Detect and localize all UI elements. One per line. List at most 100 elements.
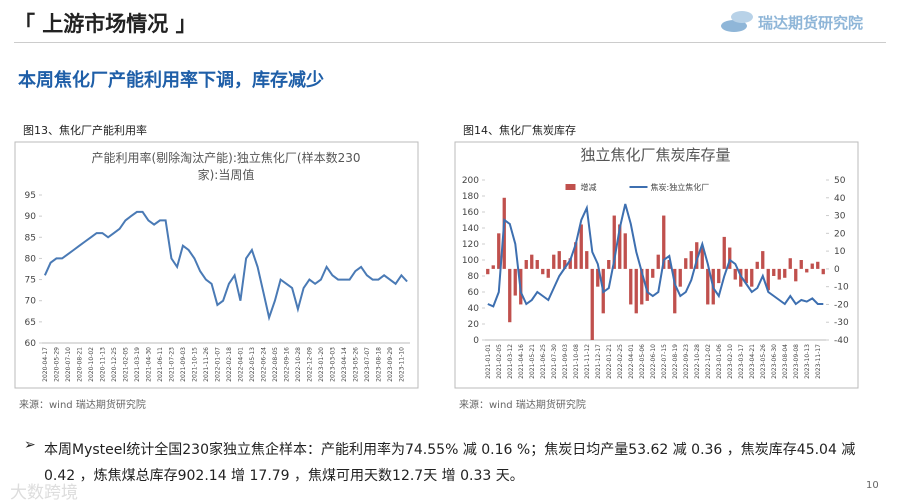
bar <box>552 254 556 269</box>
bar <box>755 261 759 269</box>
bar <box>579 224 583 269</box>
chart-title: 家):当周值 <box>198 167 255 182</box>
bar <box>530 254 534 269</box>
y2-tick-label: 0 <box>834 265 840 275</box>
x-tick-label: 2021-04-30 <box>145 347 152 382</box>
summary: 本周Mysteel统计全国230家独立焦企样本：产能利用率为74.55% 减 0… <box>44 442 856 484</box>
x-tick-label: 2023-08-04 <box>782 344 789 379</box>
y-tick-label: 75 <box>25 276 36 286</box>
bar <box>634 268 638 314</box>
x-tick-label: 2020-12-25 <box>111 347 118 382</box>
y2-tick-label: -40 <box>834 336 849 346</box>
x-tick-label: 2021-10-15 <box>191 347 198 382</box>
bar <box>662 215 666 269</box>
chart-title: 独立焦化厂焦炭库存量 <box>580 146 730 164</box>
y-tick-label: 200 <box>462 176 479 186</box>
bar <box>783 268 787 278</box>
x-tick-label: 2021-01-01 <box>485 344 492 379</box>
x-tick-label: 2023-06-30 <box>771 344 778 379</box>
x-tick-label: 2023-10-13 <box>804 344 811 379</box>
y-tick-label: 60 <box>25 339 37 349</box>
bar <box>761 251 765 269</box>
y-tick-label: 80 <box>468 272 480 282</box>
y-tick-label: 40 <box>468 304 480 314</box>
x-tick-label: 2023-04-21 <box>749 344 756 379</box>
x-tick-label: 2022-02-25 <box>617 344 624 379</box>
bar <box>667 260 671 269</box>
y-tick-label: 80 <box>25 254 37 264</box>
x-tick-label: 2021-12-17 <box>595 344 602 379</box>
chart-caption: 图13、焦化厂产能利用率 <box>23 123 147 137</box>
line <box>43 210 408 322</box>
x-tick-label: 2022-09-23 <box>683 344 690 379</box>
bar <box>574 242 578 269</box>
x-tick-label: 2023-05-26 <box>760 344 767 379</box>
bar <box>794 268 798 282</box>
x-tick-label: 2022-04-01 <box>628 344 635 379</box>
y-tick-label: 140 <box>462 224 479 234</box>
bar <box>733 268 737 280</box>
bar <box>546 268 550 278</box>
chart-frame <box>454 141 859 389</box>
bar <box>612 215 616 269</box>
watermark: 大数跨境 <box>10 483 78 503</box>
legend-label: 增减 <box>581 182 597 192</box>
x-tick-label: 2022-05-13 <box>249 347 256 382</box>
bar <box>700 247 704 269</box>
x-tick-label: 2023-09-29 <box>387 347 394 382</box>
x-tick-label: 2023-02-10 <box>727 344 734 379</box>
x-tick-label: 2022-01-21 <box>606 344 613 379</box>
bar <box>799 260 803 269</box>
bar <box>486 268 490 275</box>
y2-tick-label: 30 <box>834 212 846 222</box>
bullet: ➢ <box>24 437 36 453</box>
bar <box>728 247 732 269</box>
y-tick-label: 65 <box>25 318 36 328</box>
bar <box>739 268 743 287</box>
bar <box>678 268 682 287</box>
bar <box>810 263 814 269</box>
y-tick-label: 120 <box>462 240 479 250</box>
x-tick-label: 2023-05-26 <box>352 347 359 382</box>
x-tick-label: 2023-01-20 <box>318 347 325 382</box>
x-tick-label: 2021-06-25 <box>540 344 547 379</box>
x-tick-label: 2020-05-29 <box>53 347 60 382</box>
y-tick-label: 20 <box>468 320 480 330</box>
y2-tick-label: -30 <box>834 318 849 328</box>
x-tick-label: 2020-11-13 <box>99 347 106 382</box>
chart-frame <box>14 141 419 389</box>
bar <box>821 268 825 275</box>
bar <box>508 268 512 323</box>
line <box>487 203 824 308</box>
x-tick-label: 2021-07-30 <box>551 344 558 379</box>
x-tick-label: 2022-08-05 <box>272 347 279 382</box>
bar <box>618 224 622 269</box>
x-tick-label: 2023-04-14 <box>341 347 348 382</box>
bar <box>541 268 545 275</box>
x-tick-label: 2022-07-15 <box>661 344 668 379</box>
y-tick-label: 60 <box>468 288 480 298</box>
x-tick-label: 2021-03-12 <box>507 344 514 379</box>
x-tick-label: 2021-07-23 <box>168 347 175 382</box>
bar <box>673 268 677 314</box>
bar <box>513 268 517 296</box>
headline: 本周焦化厂产能利用率下调，库存减少 <box>18 70 324 91</box>
bar <box>491 265 495 269</box>
x-tick-label: 2021-03-19 <box>134 347 141 382</box>
y-tick-label: 0 <box>473 336 479 346</box>
x-tick-label: 2023-01-06 <box>716 344 723 379</box>
y2-tick-label: 50 <box>834 176 846 186</box>
bar <box>623 233 627 269</box>
chart-title: 产能利用率(剔除淘汰产能):独立焦化厂(样本数230 <box>92 150 361 165</box>
bar <box>645 268 649 301</box>
x-tick-label: 2023-07-07 <box>364 347 371 382</box>
y-tick-label: 160 <box>462 208 479 218</box>
bar <box>777 268 781 280</box>
bar <box>805 268 809 273</box>
x-tick-label: 2023-08-18 <box>375 347 382 382</box>
x-tick-label: 2022-09-16 <box>283 347 290 382</box>
bar <box>766 268 770 291</box>
bar <box>772 268 776 276</box>
